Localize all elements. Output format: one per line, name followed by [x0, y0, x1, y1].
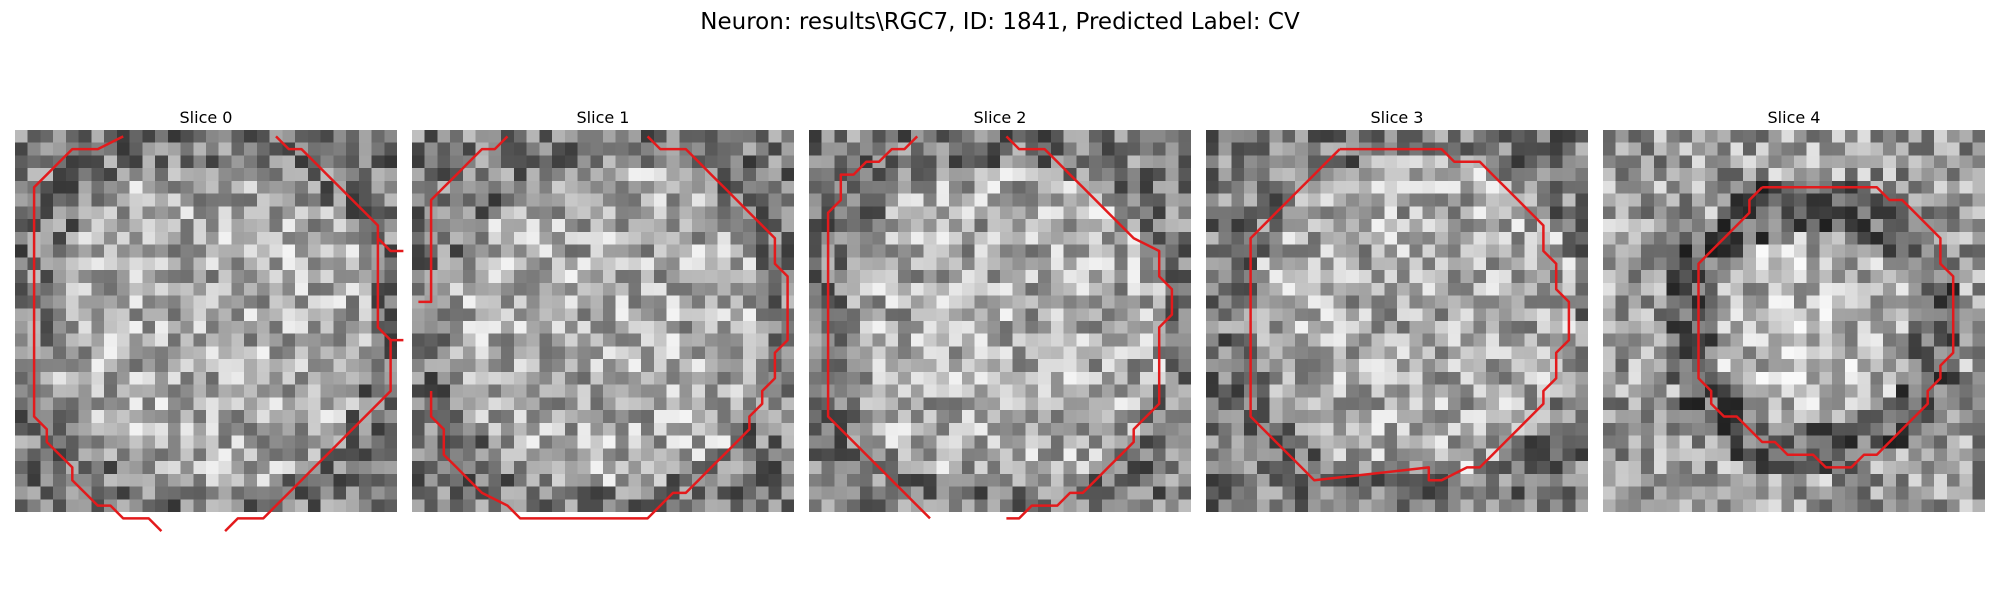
slice-image	[412, 130, 794, 512]
slice-panel-2: Slice 2	[809, 108, 1191, 512]
figure-title: Neuron: results\RGC7, ID: 1841, Predicte…	[700, 9, 1300, 35]
slice-title: Slice 2	[973, 108, 1027, 127]
slice-panel-0: Slice 0	[15, 108, 397, 512]
slice-panel-4: Slice 4	[1603, 108, 1985, 512]
slice-image	[1603, 130, 1985, 512]
slice-image	[1206, 130, 1588, 512]
slice-title: Slice 4	[1767, 108, 1821, 127]
slice-title: Slice 1	[576, 108, 630, 127]
slice-title: Slice 3	[1370, 108, 1424, 127]
slice-image	[809, 130, 1191, 512]
slice-panel-1: Slice 1	[412, 108, 794, 512]
slice-panel-3: Slice 3	[1206, 108, 1588, 512]
slice-image	[15, 130, 397, 512]
slice-title: Slice 0	[179, 108, 233, 127]
